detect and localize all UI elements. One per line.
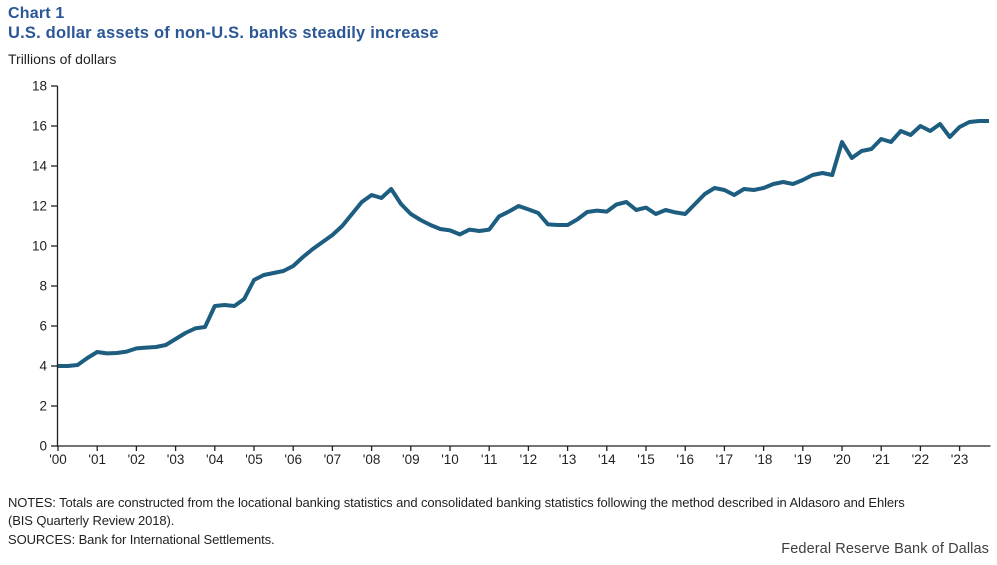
y-tick-label: 6 [39, 319, 47, 334]
page-title: U.S. dollar assets of non-U.S. banks ste… [8, 24, 439, 42]
x-tick-label: '02 [128, 452, 146, 467]
x-tick-label: '09 [402, 452, 420, 467]
y-tick-label: 18 [32, 79, 47, 94]
chart-ticks [51, 85, 961, 451]
y-tick-label: 2 [39, 399, 47, 414]
x-tick-label: '15 [637, 452, 655, 467]
sources-text: SOURCES: Bank for International Settleme… [8, 531, 275, 547]
chart-axes [56, 86, 991, 447]
x-tick-label: '11 [481, 452, 498, 467]
x-tick-label: '05 [245, 452, 263, 467]
x-tick-label: '03 [167, 452, 185, 467]
y-axis-units-label: Trillions of dollars [8, 51, 117, 67]
x-tick-label: '22 [912, 452, 930, 467]
x-tick-label: '19 [794, 452, 812, 467]
y-tick-label: 16 [32, 119, 47, 134]
notes-block: NOTES: Totals are constructed from the l… [8, 494, 948, 549]
x-tick-label: '00 [49, 452, 67, 467]
x-tick-label: '12 [520, 452, 538, 467]
y-tick-label: 10 [32, 239, 47, 254]
chart-tick-labels: 0 2 4 6 8 10 12 14 16 18 '00 '01 '02 '03 '04 '05 '06 '07 '… [32, 79, 968, 468]
x-tick-label: '08 [363, 452, 381, 467]
x-tick-label: '17 [716, 452, 734, 467]
x-tick-label: '23 [951, 452, 969, 467]
x-tick-label: '10 [441, 452, 459, 467]
x-tick-label: '04 [206, 452, 224, 467]
notes-text: NOTES: Totals are constructed from the l… [8, 495, 905, 529]
x-tick-label: '18 [755, 452, 773, 467]
x-tick-label: '13 [559, 452, 577, 467]
y-tick-label: 8 [39, 279, 47, 294]
x-tick-label: '16 [676, 452, 694, 467]
y-tick-label: 12 [32, 199, 47, 214]
x-tick-label: '14 [598, 452, 616, 467]
line-chart: 0 2 4 6 8 10 12 14 16 18 '00 '01 '02 '03 '04 '05 '06 '07 '… [32, 79, 991, 468]
x-tick-label: '01 [88, 452, 106, 467]
chart-number-label: Chart 1 [8, 5, 65, 22]
x-tick-label: '20 [833, 452, 851, 467]
y-tick-label: 0 [39, 439, 47, 454]
x-tick-label: '06 [284, 452, 302, 467]
footer-attribution: Federal Reserve Bank of Dallas [781, 541, 989, 557]
y-tick-label: 14 [32, 159, 48, 174]
data-line [58, 119, 989, 368]
x-tick-label: '21 [872, 452, 890, 467]
y-tick-label: 4 [39, 359, 47, 374]
x-tick-label: '07 [324, 452, 342, 467]
